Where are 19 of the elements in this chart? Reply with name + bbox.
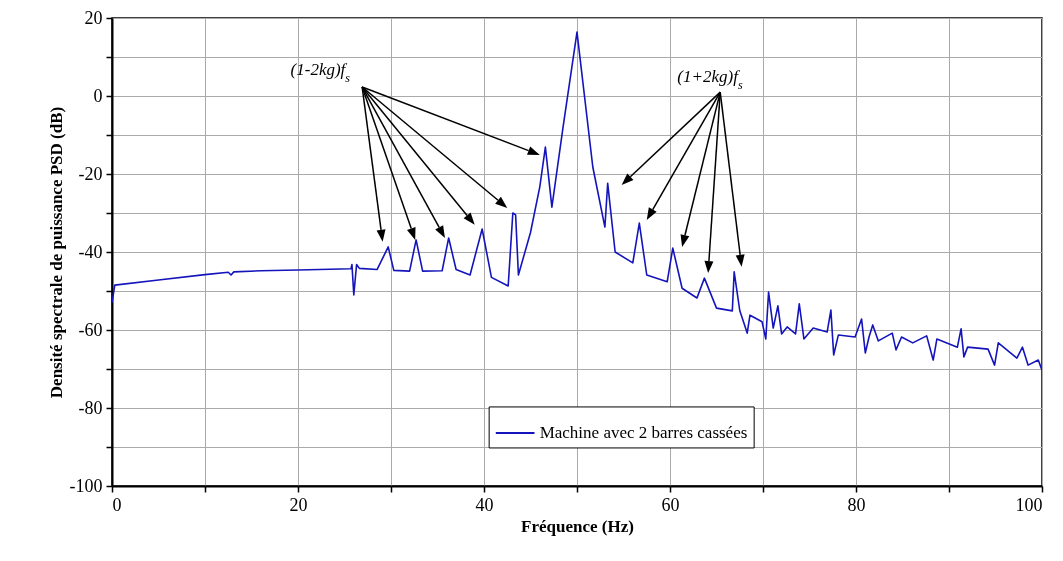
line-series	[112, 31, 1042, 371]
y-tick-label: 20	[84, 7, 103, 28]
annotation: (1-2kg)f$_{s}$	[290, 59, 351, 85]
y-tick-label: -100	[69, 475, 103, 496]
y-tick-label: -80	[78, 397, 103, 418]
y-tick-label: -20	[78, 163, 103, 184]
y-axis-title: Densité spectrale de puissance PSD (dB)	[46, 106, 66, 399]
x-tick-label: 100	[1015, 494, 1043, 515]
x-tick-label: 80	[847, 494, 866, 515]
x-tick-label: 0	[112, 494, 122, 515]
annotation: (1+2kg)f$_{s}$	[677, 67, 743, 93]
x-tick-label: 40	[475, 494, 494, 515]
x-tick-label: 60	[661, 494, 680, 515]
y-tick-label: 0	[93, 85, 103, 106]
y-tick-label: -40	[78, 241, 103, 262]
x-axis-title: Fréquence (Hz)	[521, 516, 634, 536]
x-tick-label: 20	[289, 494, 308, 515]
legend-label: Machine avec 2 barres cassées	[539, 422, 748, 442]
y-tick-label: -60	[78, 319, 103, 340]
